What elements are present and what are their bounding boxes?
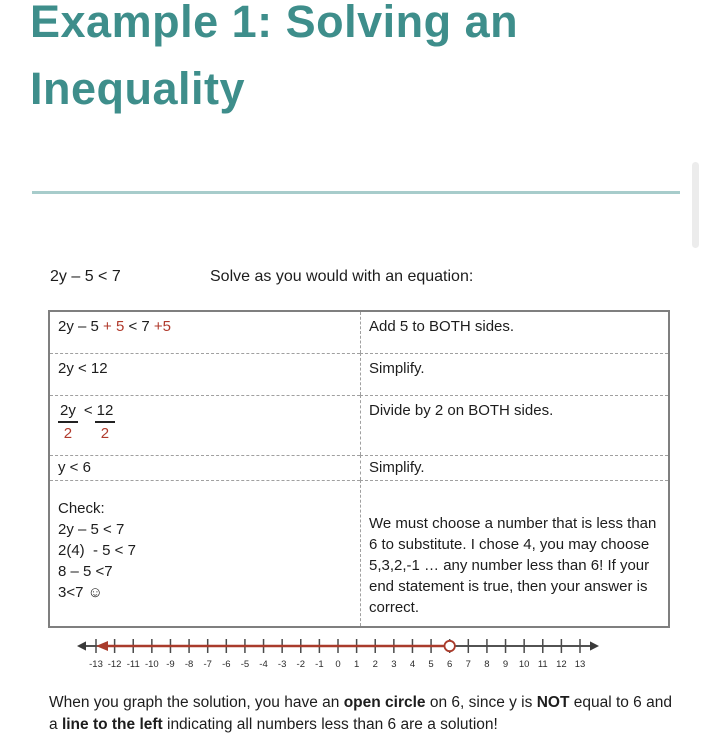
svg-text:6: 6: [447, 659, 452, 670]
footer-bold-not: NOT: [536, 694, 570, 711]
svg-text:-6: -6: [222, 659, 230, 670]
check-line-5: 3<7 ☺: [58, 584, 103, 601]
solution-steps-table: 2y – 5 + 5 < 7 +5 Add 5 to BOTH sides. 2…: [48, 310, 670, 628]
svg-text:-9: -9: [166, 659, 174, 670]
footer-text-part: indicating all numbers less than 6 are a…: [162, 716, 498, 733]
svg-text:5: 5: [428, 659, 433, 670]
svg-text:3: 3: [391, 659, 396, 670]
step-1-part-red2: +5: [153, 318, 172, 335]
fraction-right-numerator: 12: [94, 402, 116, 423]
svg-text:0: 0: [335, 659, 340, 670]
number-line-graph: -13 -12 -11 -10 -9 -8 -7 -6 -5 -4 -3 -2 -1 0 1 2 3 4 5 6 7 8 9…: [77, 639, 599, 670]
svg-text:-11: -11: [127, 659, 140, 670]
step-1-part-black2: < 7: [124, 318, 154, 335]
check-explanation-text: We must choose a number that is less tha…: [369, 515, 657, 616]
svg-text:-2: -2: [297, 659, 305, 670]
fraction-left: 2y 2: [58, 402, 78, 443]
svg-text:11: 11: [538, 659, 548, 670]
page-title-line-1: Example 1: Solving an: [30, 0, 519, 47]
step-1-part-black: 2y – 5: [58, 318, 104, 335]
page-title-line-2: Inequality: [30, 63, 246, 114]
check-work-block: Check: 2y – 5 < 7 2(4) - 5 < 7 8 – 5 <7 …: [50, 480, 360, 626]
page-title: Example 1: Solving an Inequality: [30, 0, 590, 122]
footer-bold-line-left: line to the left: [61, 716, 163, 733]
check-line-4: 8 – 5 <7: [58, 563, 113, 580]
svg-text:-3: -3: [278, 659, 286, 670]
fraction-left-denominator: 2: [63, 425, 73, 442]
svg-text:-8: -8: [185, 659, 193, 670]
check-line-2: 2y – 5 < 7: [58, 521, 125, 538]
svg-text:8: 8: [484, 659, 489, 670]
step-4-explanation: Simplify.: [360, 455, 668, 480]
footer-text-part: When you graph the solution, you have an: [49, 694, 344, 711]
step-2-equation: 2y < 12: [50, 353, 360, 395]
step-1-explanation: Add 5 to BOTH sides.: [360, 312, 668, 353]
fraction-right: 12 2: [94, 402, 116, 443]
svg-text:-7: -7: [203, 659, 211, 670]
scrollbar-thumb[interactable]: [692, 162, 699, 248]
fraction-right-denominator: 2: [100, 425, 110, 442]
step-4-equation: y < 6: [50, 455, 360, 480]
svg-text:13: 13: [575, 659, 586, 670]
svg-text:7: 7: [466, 659, 471, 670]
footer-text-part: on 6, since y is: [425, 694, 537, 711]
step-3-equation: 2y 2 < 12 2: [50, 395, 360, 455]
footer-text-part: equal to 6 and a: [49, 694, 672, 733]
svg-text:4: 4: [410, 659, 415, 670]
svg-text:-1: -1: [315, 659, 323, 670]
svg-text:-13: -13: [89, 659, 103, 670]
footer-bold-open-circle: open circle: [343, 694, 426, 711]
svg-text:-4: -4: [259, 659, 267, 670]
check-line-1: Check:: [58, 500, 105, 517]
check-explanation-cell: We must choose a number that is less tha…: [360, 480, 668, 626]
less-than-operator: <: [83, 402, 93, 419]
original-inequality: 2y – 5 < 7: [50, 268, 121, 285]
step-1-equation: 2y – 5 + 5 < 7 +5: [50, 312, 360, 353]
step-2-explanation: Simplify.: [360, 353, 668, 395]
svg-text:9: 9: [503, 659, 508, 670]
svg-text:-12: -12: [108, 659, 122, 670]
svg-text:-10: -10: [145, 659, 159, 670]
step-1-part-red: + 5: [103, 318, 125, 335]
footer-paragraph: When you graph the solution, you have an…: [49, 692, 681, 736]
svg-text:10: 10: [519, 659, 530, 670]
svg-text:12: 12: [556, 659, 567, 670]
svg-text:2: 2: [373, 659, 378, 670]
step-3-explanation: Divide by 2 on BOTH sides.: [360, 395, 668, 455]
check-line-3: 2(4) - 5 < 7: [58, 542, 136, 559]
fraction-left-numerator: 2y: [58, 402, 78, 423]
svg-text:1: 1: [354, 659, 359, 670]
intro-instruction: Solve as you would with an equation:: [210, 268, 474, 285]
svg-text:-5: -5: [241, 659, 249, 670]
teal-divider-rule: [32, 191, 680, 194]
fraction-expression: 2y 2 < 12 2: [58, 402, 352, 443]
